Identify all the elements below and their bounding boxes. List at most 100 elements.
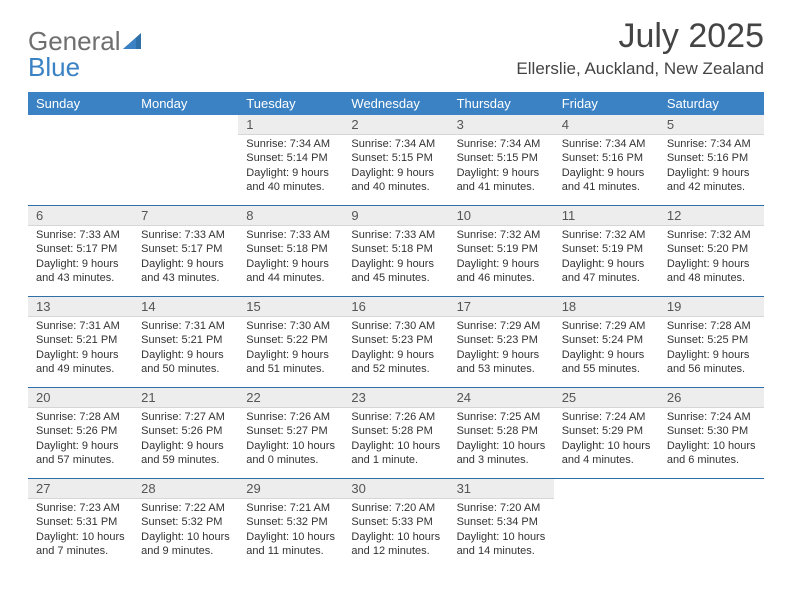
page-subtitle: Ellerslie, Auckland, New Zealand — [516, 59, 764, 79]
calendar: Sunday Monday Tuesday Wednesday Thursday… — [28, 92, 764, 567]
calendar-page: General Blue July 2025 Ellerslie, Auckla… — [0, 0, 792, 612]
day-number: 5 — [659, 115, 764, 135]
day-number: 9 — [343, 206, 448, 226]
day-info: Sunrise: 7:34 AMSunset: 5:16 PMDaylight:… — [659, 135, 764, 202]
day-cell: 14Sunrise: 7:31 AMSunset: 5:21 PMDayligh… — [133, 297, 238, 385]
day-info: Sunrise: 7:20 AMSunset: 5:33 PMDaylight:… — [343, 499, 448, 566]
day-number: 19 — [659, 297, 764, 317]
day-info: Sunrise: 7:32 AMSunset: 5:20 PMDaylight:… — [659, 226, 764, 293]
day-cell: 2Sunrise: 7:34 AMSunset: 5:15 PMDaylight… — [343, 115, 448, 203]
day-cell: 31Sunrise: 7:20 AMSunset: 5:34 PMDayligh… — [449, 479, 554, 567]
dow-header: Sunday Monday Tuesday Wednesday Thursday… — [28, 92, 764, 115]
day-cell: 5Sunrise: 7:34 AMSunset: 5:16 PMDaylight… — [659, 115, 764, 203]
day-number: 28 — [133, 479, 238, 499]
day-cell: 8Sunrise: 7:33 AMSunset: 5:18 PMDaylight… — [238, 206, 343, 294]
day-number: 16 — [343, 297, 448, 317]
day-cell: 17Sunrise: 7:29 AMSunset: 5:23 PMDayligh… — [449, 297, 554, 385]
day-cell: 29Sunrise: 7:21 AMSunset: 5:32 PMDayligh… — [238, 479, 343, 567]
sail-icon — [123, 28, 143, 54]
day-info: Sunrise: 7:26 AMSunset: 5:27 PMDaylight:… — [238, 408, 343, 475]
day-number: 18 — [554, 297, 659, 317]
day-cell: 26Sunrise: 7:24 AMSunset: 5:30 PMDayligh… — [659, 388, 764, 476]
dow-monday: Monday — [133, 92, 238, 115]
day-number — [133, 115, 238, 134]
dow-tuesday: Tuesday — [238, 92, 343, 115]
logo: General Blue — [28, 28, 143, 80]
day-info: Sunrise: 7:31 AMSunset: 5:21 PMDaylight:… — [133, 317, 238, 384]
day-cell: 4Sunrise: 7:34 AMSunset: 5:16 PMDaylight… — [554, 115, 659, 203]
day-info: Sunrise: 7:32 AMSunset: 5:19 PMDaylight:… — [554, 226, 659, 293]
day-number: 20 — [28, 388, 133, 408]
day-cell — [28, 115, 133, 203]
day-info: Sunrise: 7:34 AMSunset: 5:15 PMDaylight:… — [343, 135, 448, 202]
day-number: 1 — [238, 115, 343, 135]
dow-wednesday: Wednesday — [343, 92, 448, 115]
day-info: Sunrise: 7:28 AMSunset: 5:25 PMDaylight:… — [659, 317, 764, 384]
day-info: Sunrise: 7:34 AMSunset: 5:15 PMDaylight:… — [449, 135, 554, 202]
day-number: 15 — [238, 297, 343, 317]
day-info: Sunrise: 7:22 AMSunset: 5:32 PMDaylight:… — [133, 499, 238, 566]
day-cell: 27Sunrise: 7:23 AMSunset: 5:31 PMDayligh… — [28, 479, 133, 567]
day-cell — [659, 479, 764, 567]
day-number: 31 — [449, 479, 554, 499]
day-info: Sunrise: 7:30 AMSunset: 5:23 PMDaylight:… — [343, 317, 448, 384]
day-number: 7 — [133, 206, 238, 226]
dow-friday: Friday — [554, 92, 659, 115]
day-number — [28, 115, 133, 134]
day-number: 13 — [28, 297, 133, 317]
day-number: 24 — [449, 388, 554, 408]
day-number: 4 — [554, 115, 659, 135]
day-number: 25 — [554, 388, 659, 408]
week-row: 27Sunrise: 7:23 AMSunset: 5:31 PMDayligh… — [28, 479, 764, 567]
day-info: Sunrise: 7:33 AMSunset: 5:18 PMDaylight:… — [343, 226, 448, 293]
day-cell — [133, 115, 238, 203]
day-info: Sunrise: 7:34 AMSunset: 5:16 PMDaylight:… — [554, 135, 659, 202]
day-cell: 11Sunrise: 7:32 AMSunset: 5:19 PMDayligh… — [554, 206, 659, 294]
day-cell — [554, 479, 659, 567]
day-cell: 20Sunrise: 7:28 AMSunset: 5:26 PMDayligh… — [28, 388, 133, 476]
day-number: 29 — [238, 479, 343, 499]
day-info: Sunrise: 7:21 AMSunset: 5:32 PMDaylight:… — [238, 499, 343, 566]
day-cell: 3Sunrise: 7:34 AMSunset: 5:15 PMDaylight… — [449, 115, 554, 203]
day-number: 21 — [133, 388, 238, 408]
day-info: Sunrise: 7:33 AMSunset: 5:17 PMDaylight:… — [28, 226, 133, 293]
day-number: 3 — [449, 115, 554, 135]
day-cell: 9Sunrise: 7:33 AMSunset: 5:18 PMDaylight… — [343, 206, 448, 294]
day-cell: 15Sunrise: 7:30 AMSunset: 5:22 PMDayligh… — [238, 297, 343, 385]
day-number: 6 — [28, 206, 133, 226]
day-cell: 22Sunrise: 7:26 AMSunset: 5:27 PMDayligh… — [238, 388, 343, 476]
day-info: Sunrise: 7:23 AMSunset: 5:31 PMDaylight:… — [28, 499, 133, 566]
dow-sunday: Sunday — [28, 92, 133, 115]
day-info: Sunrise: 7:33 AMSunset: 5:18 PMDaylight:… — [238, 226, 343, 293]
day-cell: 19Sunrise: 7:28 AMSunset: 5:25 PMDayligh… — [659, 297, 764, 385]
day-number: 30 — [343, 479, 448, 499]
day-info: Sunrise: 7:32 AMSunset: 5:19 PMDaylight:… — [449, 226, 554, 293]
day-info: Sunrise: 7:24 AMSunset: 5:30 PMDaylight:… — [659, 408, 764, 475]
day-number — [659, 479, 764, 498]
day-number: 11 — [554, 206, 659, 226]
day-number: 22 — [238, 388, 343, 408]
day-number: 8 — [238, 206, 343, 226]
day-cell: 6Sunrise: 7:33 AMSunset: 5:17 PMDaylight… — [28, 206, 133, 294]
week-row: 20Sunrise: 7:28 AMSunset: 5:26 PMDayligh… — [28, 388, 764, 476]
day-number: 14 — [133, 297, 238, 317]
day-cell: 12Sunrise: 7:32 AMSunset: 5:20 PMDayligh… — [659, 206, 764, 294]
weeks-container: 1Sunrise: 7:34 AMSunset: 5:14 PMDaylight… — [28, 115, 764, 567]
day-info: Sunrise: 7:27 AMSunset: 5:26 PMDaylight:… — [133, 408, 238, 475]
header: General Blue July 2025 Ellerslie, Auckla… — [28, 18, 764, 80]
day-cell: 25Sunrise: 7:24 AMSunset: 5:29 PMDayligh… — [554, 388, 659, 476]
day-info: Sunrise: 7:25 AMSunset: 5:28 PMDaylight:… — [449, 408, 554, 475]
day-cell: 21Sunrise: 7:27 AMSunset: 5:26 PMDayligh… — [133, 388, 238, 476]
day-number: 23 — [343, 388, 448, 408]
day-cell: 23Sunrise: 7:26 AMSunset: 5:28 PMDayligh… — [343, 388, 448, 476]
logo-text: General Blue — [28, 28, 143, 80]
day-cell: 10Sunrise: 7:32 AMSunset: 5:19 PMDayligh… — [449, 206, 554, 294]
title-block: July 2025 Ellerslie, Auckland, New Zeala… — [516, 18, 764, 79]
week-row: 6Sunrise: 7:33 AMSunset: 5:17 PMDaylight… — [28, 206, 764, 294]
day-number: 17 — [449, 297, 554, 317]
day-cell: 28Sunrise: 7:22 AMSunset: 5:32 PMDayligh… — [133, 479, 238, 567]
day-info: Sunrise: 7:28 AMSunset: 5:26 PMDaylight:… — [28, 408, 133, 475]
day-info: Sunrise: 7:20 AMSunset: 5:34 PMDaylight:… — [449, 499, 554, 566]
week-row: 13Sunrise: 7:31 AMSunset: 5:21 PMDayligh… — [28, 297, 764, 385]
day-number: 27 — [28, 479, 133, 499]
